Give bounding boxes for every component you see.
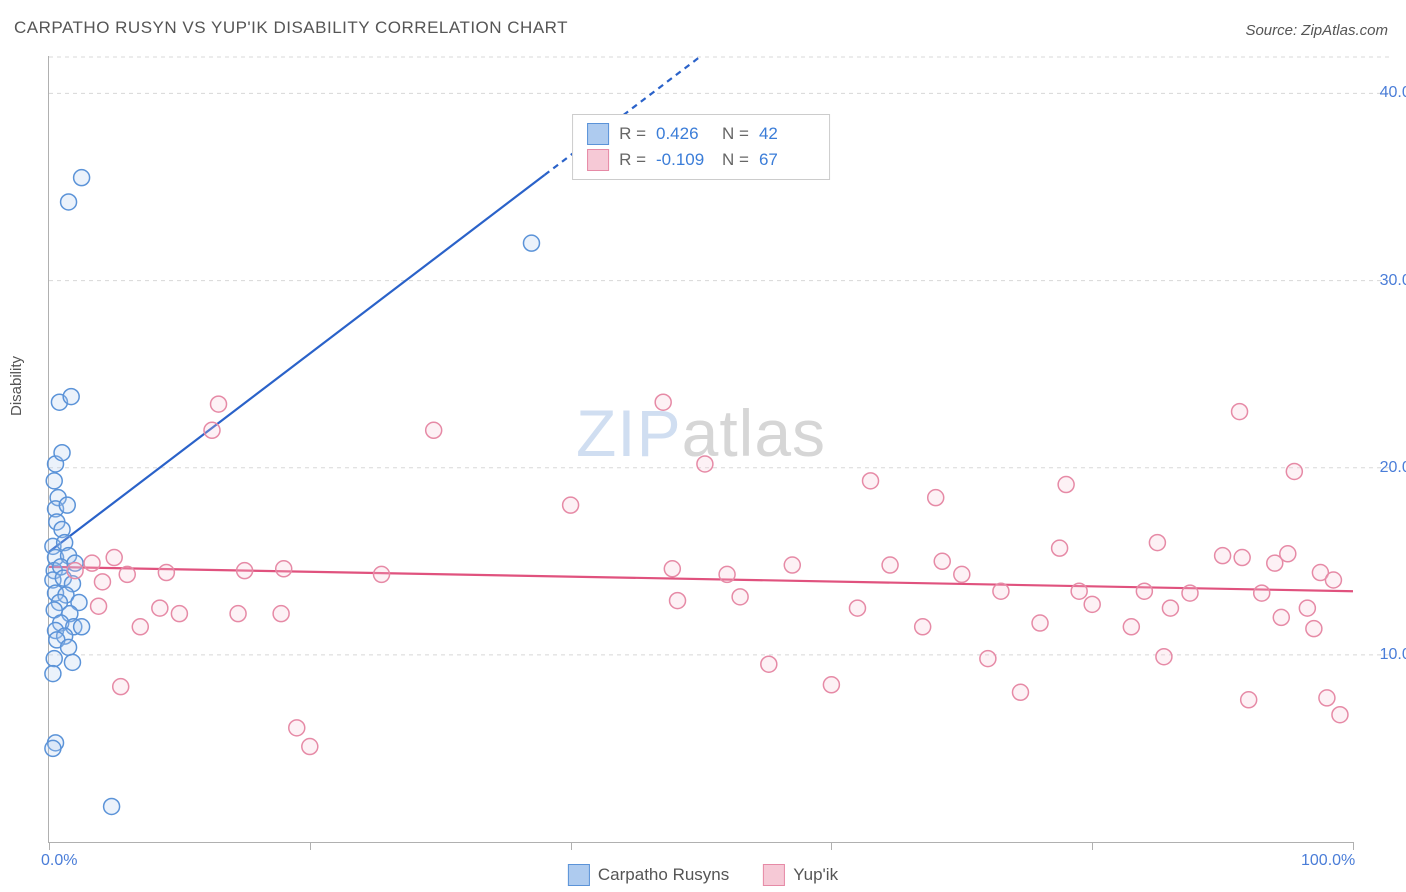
source-label: Source: ZipAtlas.com	[1245, 22, 1388, 39]
y-tick-label: 20.0%	[1380, 459, 1406, 477]
chart-container: CARPATHO RUSYN VS YUP'IK DISABILITY CORR…	[0, 0, 1406, 892]
r-value-2: -0.109	[656, 150, 712, 170]
y-axis-label: Disability	[8, 356, 25, 416]
legend-item-1: Carpatho Rusyns	[568, 864, 729, 886]
swatch-series-2	[587, 149, 609, 171]
n-value-1: 42	[759, 124, 815, 144]
legend-swatch-1	[568, 864, 590, 886]
legend-label-1: Carpatho Rusyns	[598, 865, 729, 885]
x-tick	[571, 842, 572, 850]
x-tick	[1092, 842, 1093, 850]
legend-swatch-2	[763, 864, 785, 886]
correlation-row-1: R = 0.426 N = 42	[587, 121, 815, 147]
r-label-1: R =	[619, 124, 646, 144]
x-tick-label: 0.0%	[41, 852, 77, 870]
x-tick	[831, 842, 832, 850]
n-label-1: N =	[722, 124, 749, 144]
swatch-series-1	[587, 123, 609, 145]
n-value-2: 67	[759, 150, 815, 170]
r-value-1: 0.426	[656, 124, 712, 144]
y-tick-label: 30.0%	[1380, 272, 1406, 290]
x-tick	[1353, 842, 1354, 850]
correlation-legend: R = 0.426 N = 42 R = -0.109 N = 67	[572, 114, 830, 180]
series-legend: Carpatho Rusyns Yup'ik	[568, 864, 838, 886]
x-tick-label: 100.0%	[1301, 852, 1355, 870]
x-tick	[310, 842, 311, 850]
y-tick-label: 10.0%	[1380, 646, 1406, 664]
x-tick	[49, 842, 50, 850]
n-label-2: N =	[722, 150, 749, 170]
legend-label-2: Yup'ik	[793, 865, 838, 885]
y-tick-label: 40.0%	[1380, 84, 1406, 102]
plot-area: ZIPatlas 10.0%20.0%30.0%40.0% 0.0%100.0%…	[48, 56, 1353, 843]
legend-item-2: Yup'ik	[763, 864, 838, 886]
chart-title: CARPATHO RUSYN VS YUP'IK DISABILITY CORR…	[14, 18, 568, 38]
correlation-row-2: R = -0.109 N = 67	[587, 147, 815, 173]
r-label-2: R =	[619, 150, 646, 170]
